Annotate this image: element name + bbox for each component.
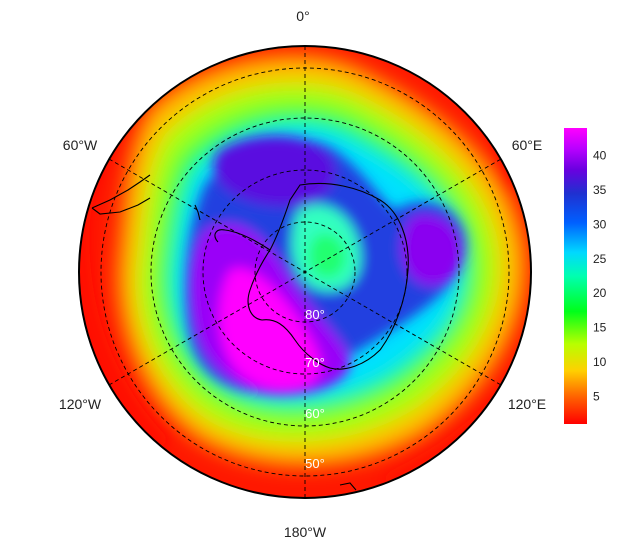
colorbar-ticks: 5 10 15 20 25 30 35 40 xyxy=(593,149,607,404)
map-boundary xyxy=(78,45,532,499)
lon-label-60e: 60°E xyxy=(512,137,543,153)
colorbar: 5 10 15 20 25 30 35 40 xyxy=(564,128,607,424)
colorbar-tick-label: 20 xyxy=(593,286,607,300)
lat-label-60: 60° xyxy=(305,406,325,421)
colorbar-tick-label: 15 xyxy=(593,321,607,335)
lon-label-60w: 60°W xyxy=(63,137,98,153)
colorbar-tick-label: 25 xyxy=(593,252,607,266)
colorbar-gradient xyxy=(564,128,587,424)
data-field xyxy=(79,46,531,498)
lon-label-120w: 120°W xyxy=(59,396,102,412)
lon-label-120e: 120°E xyxy=(508,396,546,412)
graticule xyxy=(100,46,510,498)
coastlines xyxy=(91,174,409,491)
lat-label-80: 80° xyxy=(305,307,325,322)
colorbar-tick-label: 10 xyxy=(593,355,607,369)
colorbar-tick-label: 5 xyxy=(593,390,600,404)
lon-label-180w: 180°W xyxy=(284,524,327,540)
colorbar-tick-label: 30 xyxy=(593,217,607,231)
lat-label-50: 50° xyxy=(305,456,325,471)
colorbar-tick-label: 40 xyxy=(593,149,607,163)
lon-label-0: 0° xyxy=(296,8,309,24)
lat-label-70: 70° xyxy=(305,355,325,370)
colorbar-tick-label: 35 xyxy=(593,183,607,197)
